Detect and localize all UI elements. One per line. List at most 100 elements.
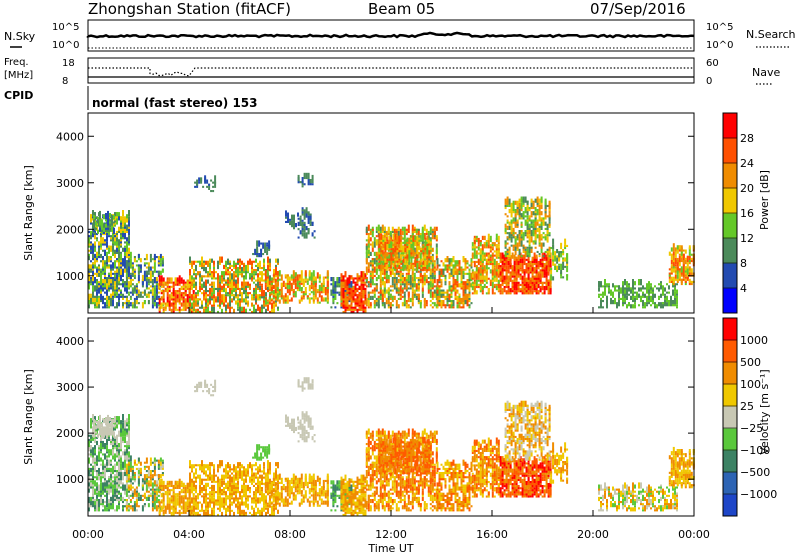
power-cell bbox=[273, 273, 275, 276]
power-cell bbox=[520, 213, 523, 216]
power-cell bbox=[149, 270, 152, 273]
velocity-cell bbox=[103, 427, 105, 432]
power-cell bbox=[139, 258, 142, 263]
power-cell bbox=[275, 273, 277, 278]
power-cell bbox=[517, 263, 520, 268]
power-cell bbox=[237, 306, 239, 309]
power-cell bbox=[400, 252, 403, 255]
power-cell bbox=[289, 220, 291, 226]
power-cell bbox=[402, 237, 405, 240]
power-cell bbox=[470, 258, 473, 263]
power-cell bbox=[468, 300, 471, 303]
power-cell bbox=[497, 242, 500, 245]
power-cell bbox=[202, 185, 205, 188]
power-cell bbox=[427, 287, 430, 294]
power-cell bbox=[385, 268, 388, 271]
power-cell bbox=[429, 239, 432, 242]
velocity-cell bbox=[122, 432, 124, 435]
power-cell bbox=[241, 267, 243, 272]
power-cell bbox=[112, 279, 114, 286]
power-cell bbox=[419, 260, 422, 263]
power-cell bbox=[128, 226, 130, 229]
power-cell bbox=[409, 281, 412, 284]
power-cell bbox=[265, 304, 267, 307]
power-cell bbox=[425, 228, 428, 233]
power-cell bbox=[94, 306, 96, 309]
power-cell bbox=[373, 274, 376, 277]
power-cell bbox=[124, 295, 126, 298]
power-cell bbox=[367, 291, 370, 294]
power-cell bbox=[93, 223, 95, 230]
power-cell bbox=[407, 283, 410, 286]
power-cell bbox=[391, 277, 394, 284]
power-cell bbox=[497, 286, 500, 289]
power-cell bbox=[94, 235, 96, 240]
power-cell bbox=[533, 290, 536, 293]
power-cell bbox=[98, 268, 100, 273]
velocity-cell bbox=[120, 430, 122, 437]
power-cell bbox=[223, 264, 225, 270]
power-cell bbox=[272, 291, 275, 294]
power-cell bbox=[310, 291, 313, 294]
power-cell bbox=[124, 241, 126, 244]
power-cell bbox=[182, 285, 185, 288]
power-cell bbox=[562, 251, 565, 254]
power-cell bbox=[352, 277, 355, 284]
power-cell bbox=[458, 304, 461, 309]
power-cell bbox=[151, 297, 154, 305]
power-cell bbox=[421, 285, 424, 288]
power-cell bbox=[212, 185, 215, 188]
power-cell bbox=[429, 237, 432, 240]
velocity-cell bbox=[88, 438, 90, 441]
power-cell bbox=[448, 264, 451, 267]
power-cell bbox=[251, 294, 253, 297]
power-cell bbox=[203, 306, 205, 309]
power-cell bbox=[334, 306, 337, 309]
power-cell bbox=[483, 254, 486, 257]
power-cell bbox=[548, 232, 551, 235]
power-cell bbox=[466, 262, 469, 265]
velocity-cell bbox=[96, 499, 98, 502]
power-cell bbox=[170, 292, 173, 295]
power-cell bbox=[124, 281, 126, 286]
power-colorbar-tick-label-0: 4 bbox=[740, 282, 747, 295]
power-cell bbox=[547, 286, 550, 293]
power-cell bbox=[350, 287, 353, 293]
power-cell bbox=[217, 260, 219, 265]
power-cell bbox=[391, 239, 394, 242]
power-cell bbox=[558, 263, 561, 266]
velocity-cell bbox=[116, 440, 118, 445]
power-cell bbox=[141, 279, 144, 282]
power-cell bbox=[535, 279, 538, 282]
power-cell bbox=[211, 290, 213, 293]
power-cell bbox=[537, 260, 540, 266]
power-cell bbox=[608, 283, 610, 286]
velocity-cell bbox=[88, 467, 90, 470]
power-cell bbox=[125, 302, 128, 305]
velocity-cell bbox=[118, 455, 120, 458]
power-cell bbox=[648, 281, 650, 286]
power-cell bbox=[180, 281, 183, 284]
power-cell bbox=[409, 287, 412, 290]
power-cell bbox=[410, 246, 413, 253]
velocity-cell bbox=[112, 438, 114, 446]
power-cell bbox=[517, 281, 520, 284]
power-cell bbox=[217, 304, 219, 307]
power-cell bbox=[113, 217, 115, 220]
power-cell bbox=[436, 297, 439, 305]
power-cell bbox=[122, 258, 124, 265]
power-cell bbox=[94, 264, 96, 269]
power-cell bbox=[388, 243, 391, 249]
power-cell bbox=[186, 279, 189, 286]
power-cell bbox=[253, 308, 255, 311]
power-cell bbox=[450, 258, 453, 263]
power-cell bbox=[263, 294, 265, 299]
power-cell bbox=[630, 289, 632, 292]
power-cell bbox=[303, 209, 306, 214]
power-cell bbox=[116, 266, 118, 269]
power-cell bbox=[618, 285, 620, 290]
power-cell bbox=[380, 260, 383, 263]
velocity-cell bbox=[94, 457, 96, 462]
velocity-cell bbox=[114, 463, 116, 470]
